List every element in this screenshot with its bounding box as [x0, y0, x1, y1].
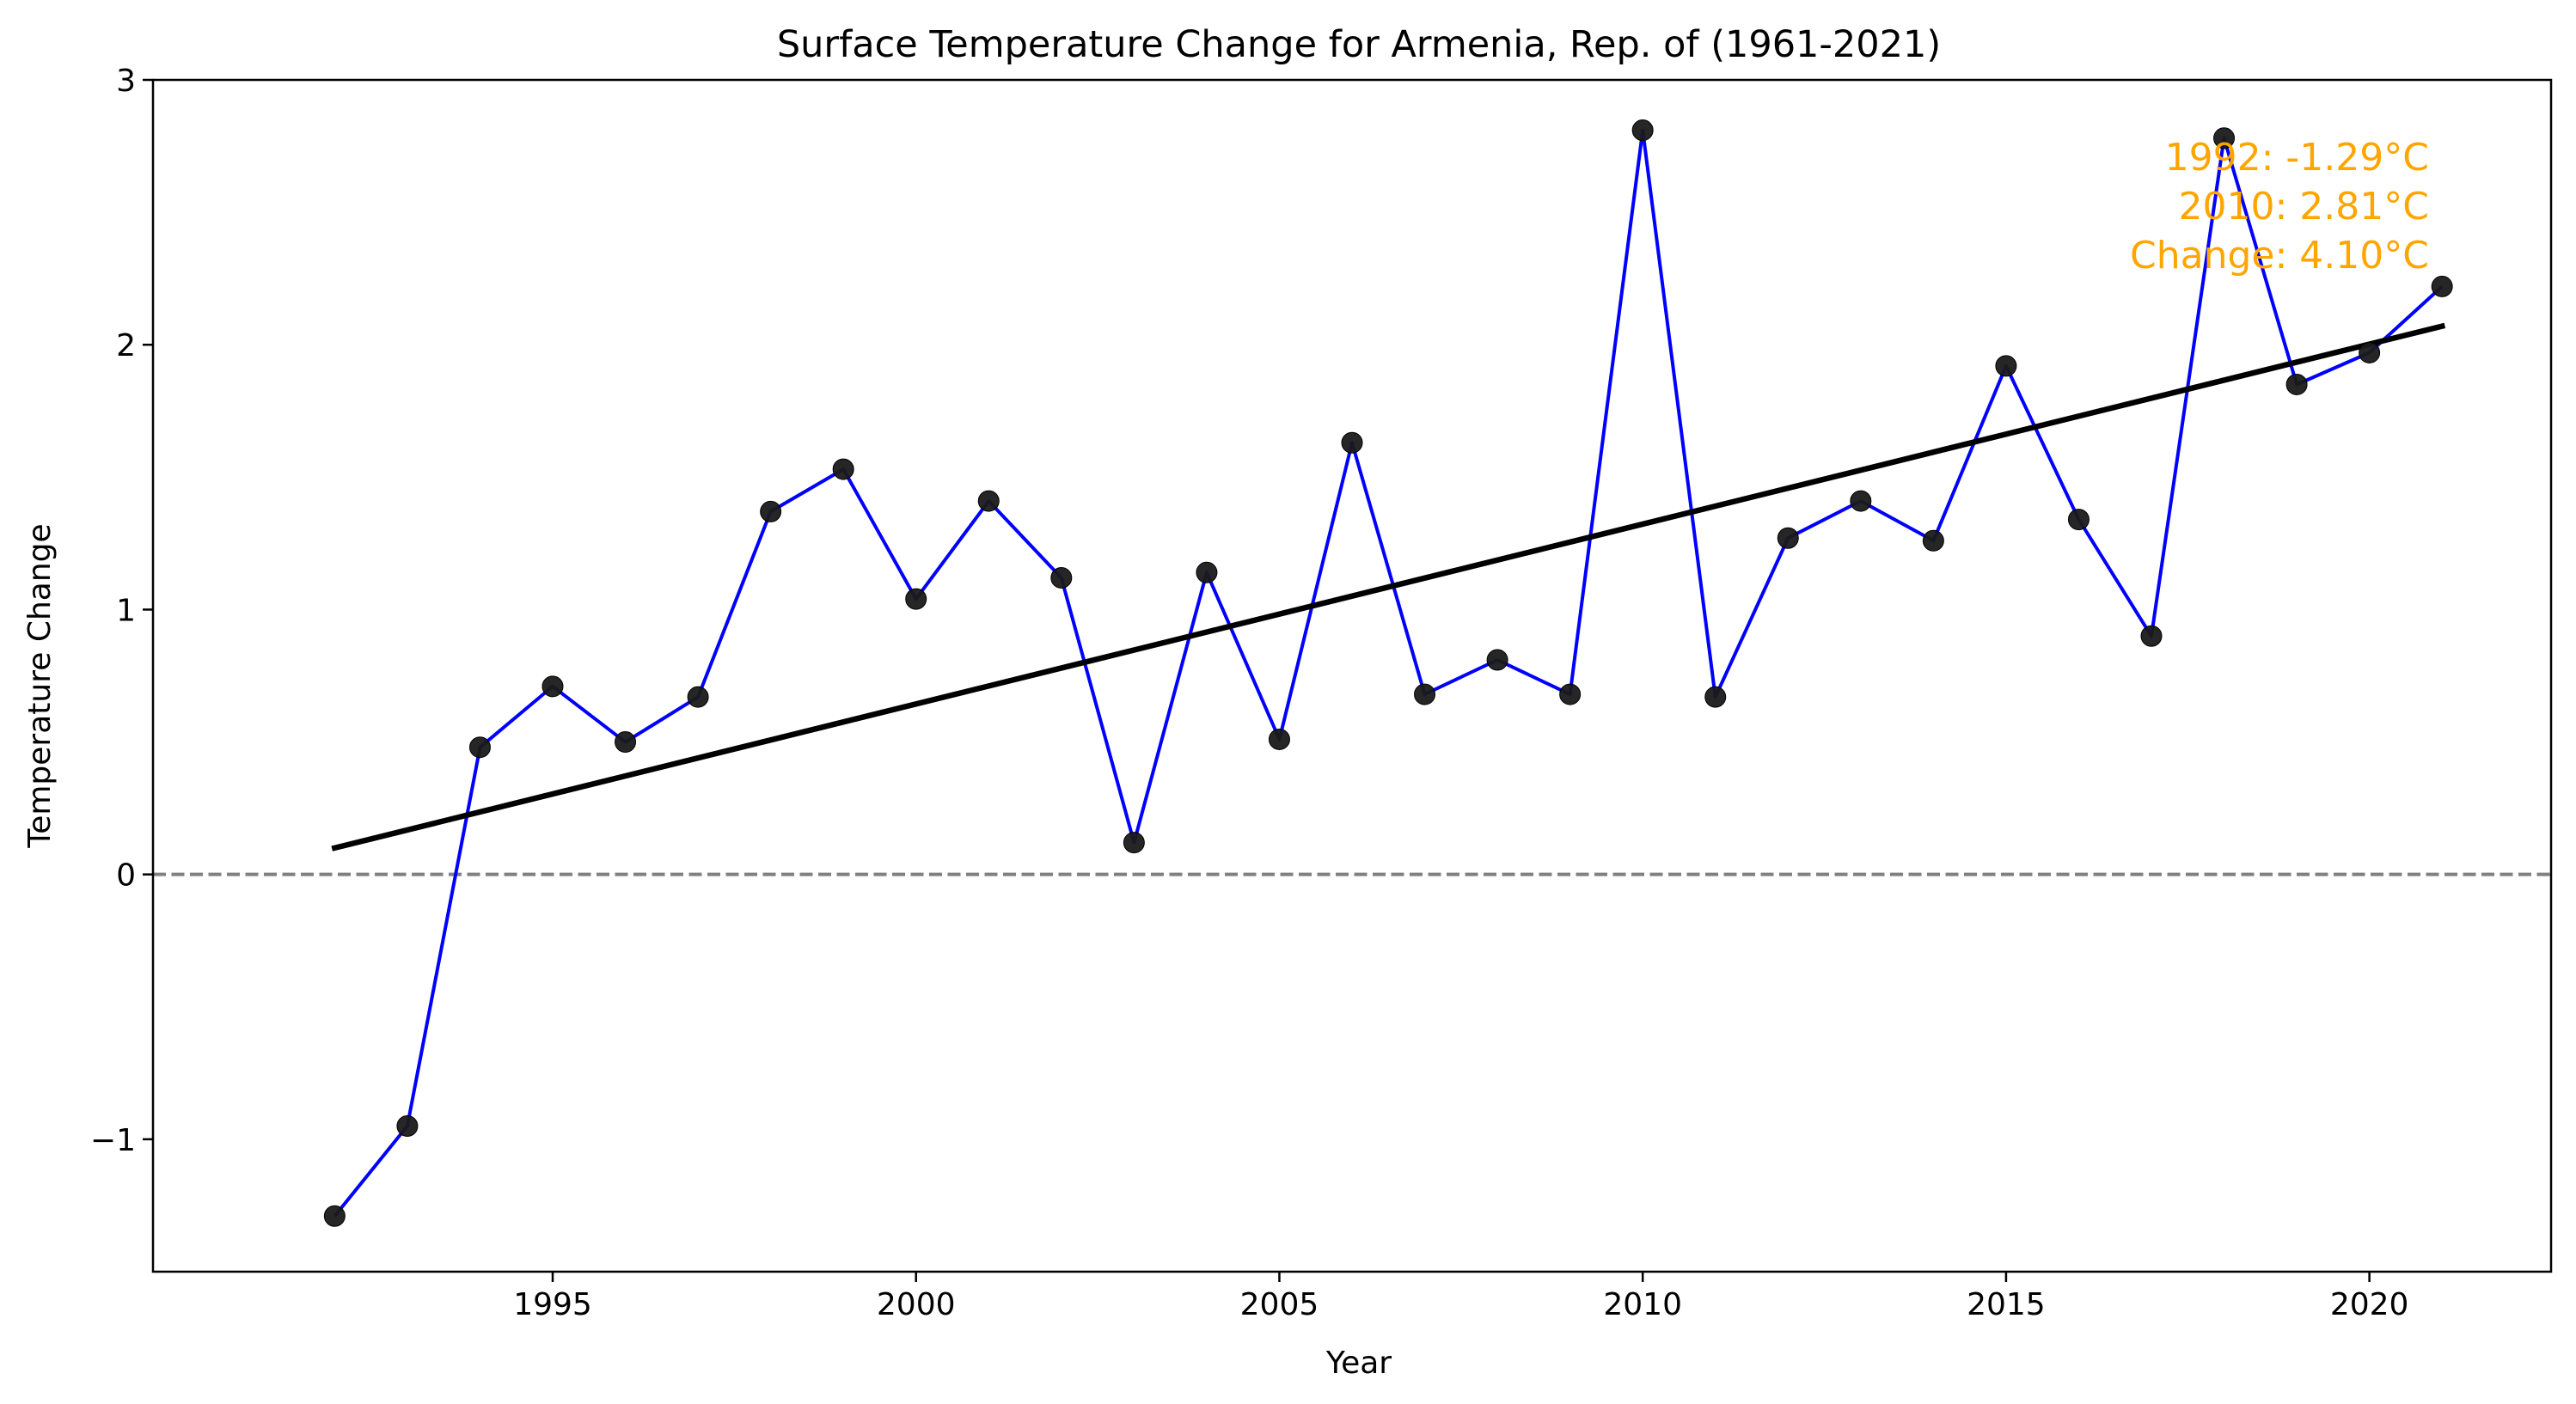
data-point-2013	[1850, 490, 1872, 512]
trend-line	[331, 322, 2446, 852]
y-tick-label-0: 0	[116, 858, 136, 894]
data-point-2014	[1922, 529, 1944, 552]
x-tick-label-2010: 2010	[1603, 1287, 1682, 1322]
y-tick-label-1: 1	[116, 593, 136, 628]
data-point-2003	[1123, 832, 1145, 854]
data-point-2010	[1631, 119, 1654, 142]
data-point-2001	[977, 490, 1000, 512]
data-point-1997	[687, 686, 709, 708]
data-point-2007	[1414, 683, 1436, 705]
data-point-2004	[1196, 561, 1218, 583]
data-point-2006	[1341, 431, 1363, 454]
y-tick-label-3: 3	[116, 64, 136, 99]
temperature-series-line	[333, 128, 2444, 1218]
y-tick-label-2: 2	[116, 328, 136, 363]
x-tick-label-1995: 1995	[513, 1287, 592, 1322]
data-point-1998	[760, 500, 782, 522]
data-point-2002	[1050, 566, 1073, 589]
data-point-2009	[1559, 683, 1582, 705]
data-point-1994	[468, 736, 491, 759]
annotation-line-3: Change: 4.10°C	[2130, 234, 2429, 278]
data-point-1993	[396, 1114, 419, 1137]
x-tick-label-2005: 2005	[1240, 1287, 1319, 1322]
data-point-2021	[2431, 275, 2453, 297]
data-point-2000	[905, 588, 927, 610]
x-tick-label-2000: 2000	[877, 1287, 956, 1322]
annotation-line-1: 1992: -1.29°C	[2165, 136, 2429, 180]
data-point-1995	[542, 675, 564, 698]
data-point-2020	[2359, 341, 2381, 363]
x-tick-label-2015: 2015	[1967, 1287, 2046, 1322]
data-point-1996	[615, 731, 637, 754]
data-point-2018	[2213, 127, 2236, 150]
y-tick-label--1: −1	[90, 1123, 136, 1158]
data-point-2005	[1268, 728, 1290, 750]
x-axis-label: Year	[1325, 1346, 1392, 1381]
data-point-1999	[832, 458, 854, 480]
axes-frame	[151, 78, 2553, 1273]
chart-title: Surface Temperature Change for Armenia, …	[777, 23, 1941, 66]
data-point-2017	[2140, 625, 2163, 647]
annotation-line-2: 2010: 2.81°C	[2179, 185, 2429, 229]
y-axis-label: Temperature Change	[22, 523, 58, 848]
data-point-2016	[2067, 509, 2090, 531]
data-point-2019	[2285, 373, 2308, 395]
plot-area: 1992: -1.29°C 2010: 2.81°C Change: 4.10°C 1…	[90, 64, 2553, 1322]
data-point-2008	[1486, 649, 1508, 671]
data-point-1992	[323, 1205, 346, 1227]
x-tick-label-2020: 2020	[2330, 1287, 2409, 1322]
data-point-2011	[1704, 686, 1727, 708]
data-point-2015	[1995, 355, 2017, 377]
data-point-2012	[1777, 527, 1799, 549]
